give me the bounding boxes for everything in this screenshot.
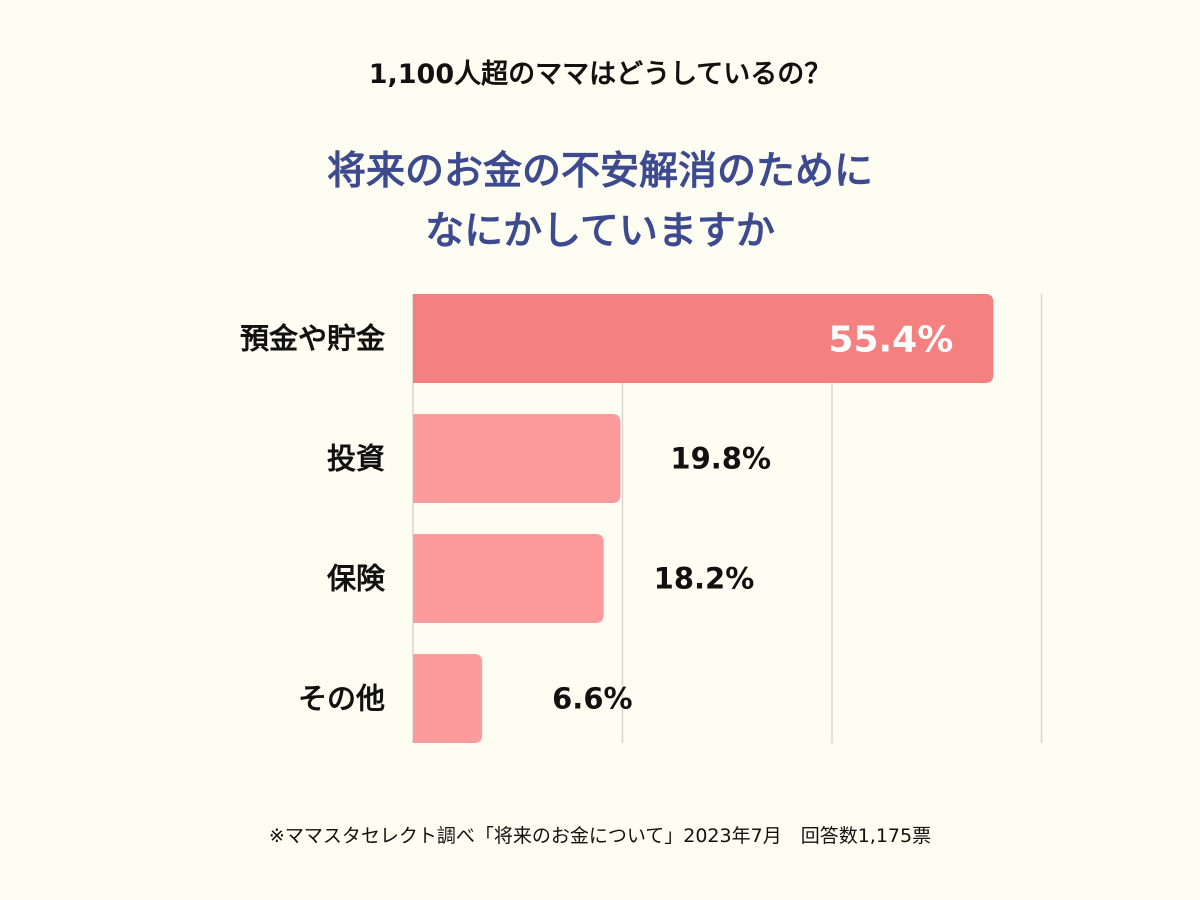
survey-footnote: ※ママスタセレクト調べ「将来のお金について」2023年7月 回答数1,175票 bbox=[268, 825, 932, 847]
chart-subtitle: 1,100人超のママはどうしているの？ bbox=[368, 59, 832, 90]
category-label-1: 預金や貯金 bbox=[240, 322, 386, 356]
value-label-4: 6.6% bbox=[552, 682, 632, 716]
bar-1 bbox=[413, 294, 994, 383]
bar-4 bbox=[413, 654, 483, 743]
bar-2 bbox=[413, 414, 621, 503]
value-label-3: 18.2% bbox=[654, 562, 755, 596]
chart-title-line-1: 将来のお金の不安解消のために bbox=[326, 149, 873, 194]
category-label-3: 保険 bbox=[326, 562, 386, 596]
category-label-4: その他 bbox=[298, 682, 385, 716]
value-label-1: 55.4% bbox=[828, 320, 953, 361]
category-label-2: 投資 bbox=[327, 442, 385, 476]
value-label-2: 19.8% bbox=[670, 442, 771, 476]
chart-title-line-2: なにかしていますか bbox=[425, 209, 775, 254]
bar-3 bbox=[413, 534, 604, 623]
